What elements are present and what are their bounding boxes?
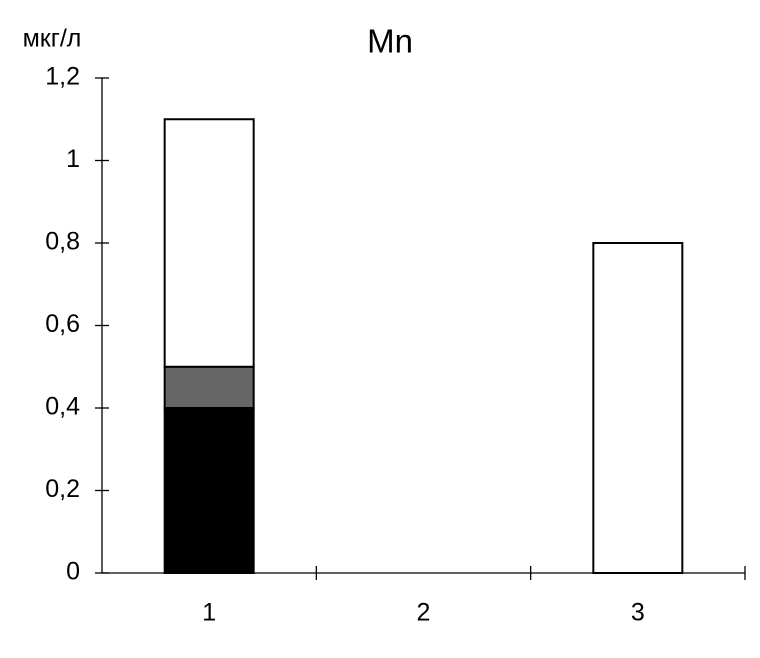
bar-segment [163,365,255,409]
y-tick-label: 0,4 [45,393,80,421]
y-axis-label: мкг/л [23,25,82,53]
y-tick-label: 1 [66,145,80,173]
y-tick-label: 0,8 [45,228,80,256]
y-tick-label: 0,6 [45,310,80,338]
x-tick-label: 3 [631,599,645,627]
x-tick-label: 1 [202,599,216,627]
x-tick-label: 2 [417,599,431,627]
chart-title: Mn [367,23,413,60]
y-tick-label: 1,2 [45,63,80,91]
y-tick-label: 0,2 [45,475,80,503]
bar-segment [163,118,255,368]
bar-segment [592,242,684,574]
y-tick-label: 0 [66,558,80,586]
bar-segment [163,407,255,574]
